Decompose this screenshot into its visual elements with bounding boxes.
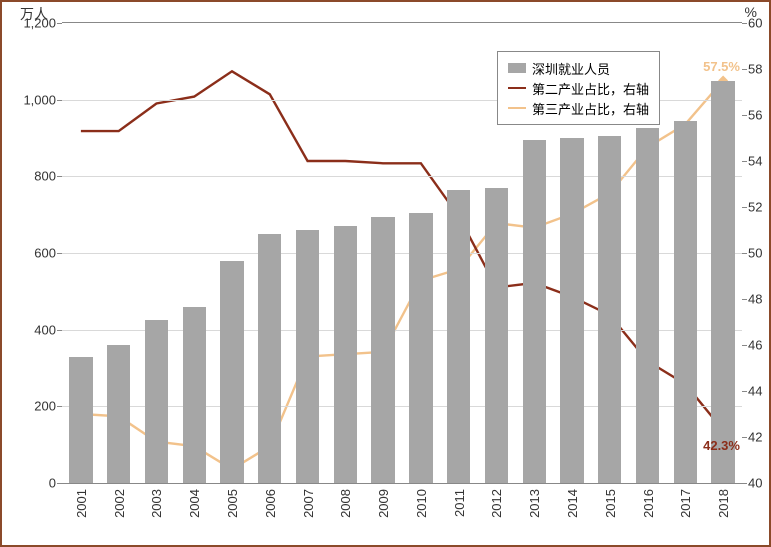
x-label: 2002 — [112, 489, 127, 518]
tick-mark-right — [742, 115, 747, 116]
tick-mark-right — [742, 161, 747, 162]
x-label: 2015 — [603, 489, 618, 518]
legend-row-line3: 第三产业占比，右轴 — [508, 98, 649, 118]
x-label: 2012 — [489, 489, 504, 518]
bar — [183, 307, 206, 483]
y-tick-right-label: 50 — [748, 246, 762, 261]
legend-label-line3: 第三产业占比，右轴 — [532, 99, 649, 118]
bar — [145, 320, 168, 483]
tick-mark-right — [742, 391, 747, 392]
tick-mark-left — [57, 330, 62, 331]
x-label: 2010 — [414, 489, 429, 518]
y-tick-left-label: 200 — [34, 399, 56, 414]
y-tick-right-label: 46 — [748, 338, 762, 353]
plot-area: 深圳就业人员 第二产业占比，右轴 第三产业占比，右轴 0200400600800… — [62, 22, 742, 484]
x-label: 2005 — [225, 489, 240, 518]
tick-mark-right — [742, 23, 747, 24]
y-tick-left-label: 1,200 — [23, 16, 56, 31]
bar — [334, 226, 357, 483]
tick-mark-right — [742, 483, 747, 484]
x-label: 2016 — [641, 489, 656, 518]
y-tick-left-label: 1,000 — [23, 92, 56, 107]
y-tick-right-label: 48 — [748, 292, 762, 307]
y-tick-left-label: 800 — [34, 169, 56, 184]
series-end-label: 42.3% — [703, 438, 740, 453]
y-tick-right-label: 60 — [748, 16, 762, 31]
y-tick-left-label: 0 — [49, 476, 56, 491]
legend: 深圳就业人员 第二产业占比，右轴 第三产业占比，右轴 — [497, 51, 660, 125]
x-label: 2003 — [149, 489, 164, 518]
x-label: 2007 — [301, 489, 316, 518]
y-tick-left-label: 600 — [34, 246, 56, 261]
tick-mark-right — [742, 207, 747, 208]
y-tick-right-label: 44 — [748, 384, 762, 399]
bar — [69, 357, 92, 484]
bar — [598, 136, 621, 483]
bar — [523, 140, 546, 483]
tick-mark-left — [57, 23, 62, 24]
x-label: 2011 — [452, 489, 467, 517]
x-label: 2017 — [678, 489, 693, 518]
series-line — [81, 71, 723, 430]
tick-mark-right — [742, 69, 747, 70]
legend-swatch-line2 — [508, 87, 526, 89]
chart-container: 万人 % 深圳就业人员 第二产业占比，右轴 第三产业占比，右轴 02004006… — [0, 0, 771, 547]
tick-mark-left — [57, 176, 62, 177]
tick-mark-right — [742, 253, 747, 254]
x-label: 2009 — [376, 489, 391, 518]
bar — [371, 217, 394, 483]
tick-mark-left — [57, 406, 62, 407]
bar — [409, 213, 432, 483]
x-label: 2013 — [527, 489, 542, 518]
tick-mark-right — [742, 437, 747, 438]
y-tick-right-label: 40 — [748, 476, 762, 491]
y-tick-right-label: 58 — [748, 62, 762, 77]
y-tick-right-label: 42 — [748, 430, 762, 445]
series-line — [81, 81, 723, 470]
x-label: 2001 — [74, 489, 89, 518]
bar — [220, 261, 243, 483]
bar — [711, 81, 734, 484]
bar — [258, 234, 281, 483]
x-label: 2018 — [716, 489, 731, 518]
legend-row-line2: 第二产业占比，右轴 — [508, 78, 649, 98]
bar — [674, 121, 697, 483]
tick-mark-right — [742, 345, 747, 346]
y-tick-right-label: 56 — [748, 108, 762, 123]
bar — [296, 230, 319, 483]
bar — [447, 190, 470, 483]
tick-mark-left — [57, 483, 62, 484]
legend-swatch-line3 — [508, 107, 526, 109]
y-tick-right-label: 54 — [748, 154, 762, 169]
series-end-label: 57.5% — [703, 59, 740, 74]
x-label: 2006 — [263, 489, 278, 518]
legend-label-line2: 第二产业占比，右轴 — [532, 79, 649, 98]
tick-mark-left — [57, 100, 62, 101]
legend-swatch-bar — [508, 63, 526, 73]
bar — [485, 188, 508, 483]
legend-label-bar: 深圳就业人员 — [532, 59, 610, 78]
y-tick-right-label: 52 — [748, 200, 762, 215]
x-label: 2008 — [338, 489, 353, 518]
tick-mark-left — [57, 253, 62, 254]
x-label: 2014 — [565, 489, 580, 518]
bar — [560, 138, 583, 483]
bar — [107, 345, 130, 483]
legend-row-bar: 深圳就业人员 — [508, 58, 649, 78]
tick-mark-right — [742, 299, 747, 300]
x-label: 2004 — [187, 489, 202, 518]
bar — [636, 128, 659, 483]
y-tick-left-label: 400 — [34, 322, 56, 337]
